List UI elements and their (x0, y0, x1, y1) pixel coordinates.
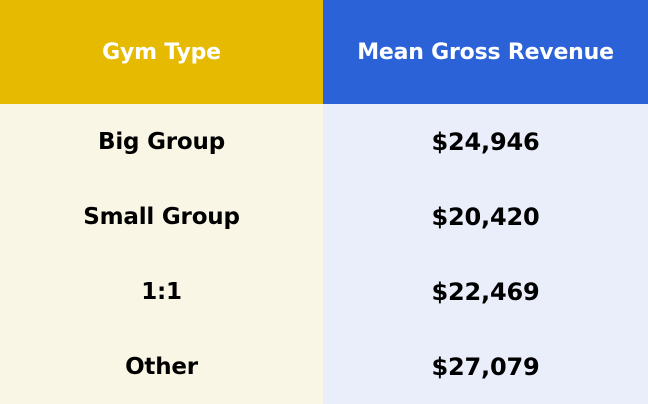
row-2-gym-type: Small Group (0, 179, 323, 254)
row-3-revenue: $22,469 (323, 254, 648, 329)
header-mean-gross-revenue: Mean Gross Revenue (323, 0, 648, 104)
header-gym-type: Gym Type (0, 0, 323, 104)
row-4-gym-type: Other (0, 329, 323, 404)
row-4-revenue: $27,079 (323, 329, 648, 404)
row-1-revenue: $24,946 (323, 104, 648, 179)
row-2-revenue: $20,420 (323, 179, 648, 254)
row-1-gym-type: Big Group (0, 104, 323, 179)
row-3-gym-type: 1:1 (0, 254, 323, 329)
